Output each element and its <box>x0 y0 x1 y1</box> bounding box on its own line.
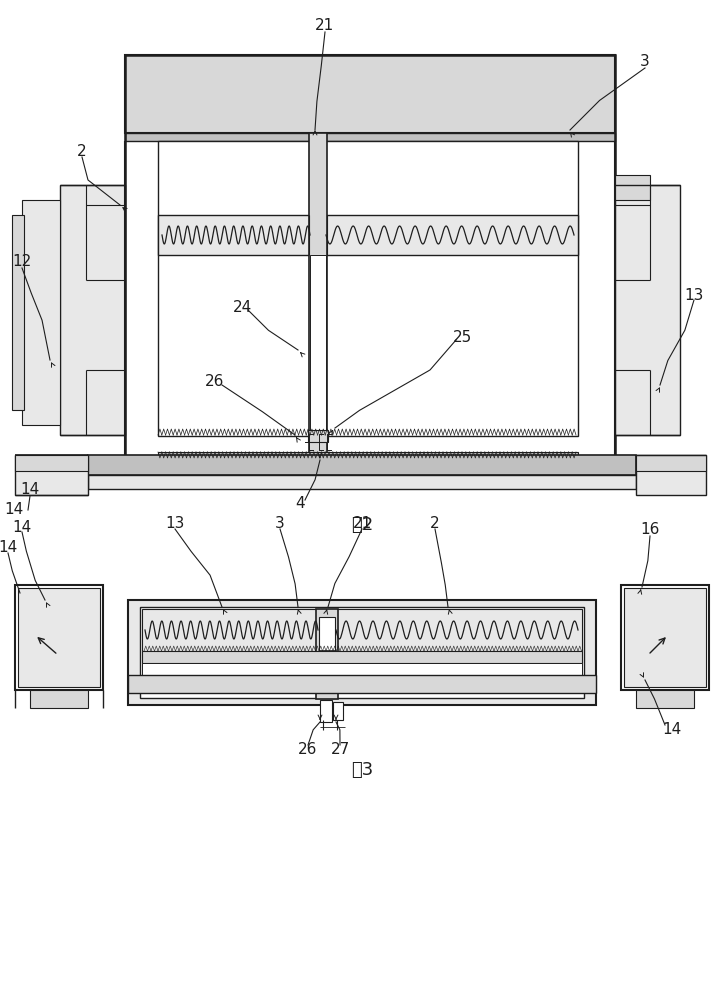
Text: 26: 26 <box>206 374 224 389</box>
Text: 14: 14 <box>0 540 17 554</box>
Bar <box>158 141 578 436</box>
Bar <box>140 607 584 698</box>
Bar <box>636 690 694 708</box>
Text: 12: 12 <box>12 254 32 269</box>
Text: 图3: 图3 <box>351 761 373 779</box>
Text: 21: 21 <box>353 516 371 530</box>
Bar <box>158 452 578 472</box>
Text: 14: 14 <box>12 520 32 534</box>
Bar <box>60 185 125 435</box>
Bar <box>333 702 343 720</box>
Bar <box>319 617 335 672</box>
Text: 21: 21 <box>316 17 334 32</box>
Bar <box>15 455 88 471</box>
Bar <box>125 55 615 485</box>
Text: 4: 4 <box>295 495 305 510</box>
Bar <box>30 690 88 708</box>
Bar <box>88 475 636 489</box>
Bar <box>321 652 333 662</box>
Bar <box>128 675 596 693</box>
Text: 13: 13 <box>165 516 185 530</box>
Text: 14: 14 <box>4 502 24 518</box>
Text: 14: 14 <box>20 483 40 497</box>
Text: 3: 3 <box>640 54 650 70</box>
Bar <box>125 133 615 141</box>
Text: 27: 27 <box>330 742 350 758</box>
Bar <box>636 455 706 495</box>
Text: 16: 16 <box>640 522 660 538</box>
Bar <box>624 588 706 687</box>
Text: 26: 26 <box>298 742 318 758</box>
Bar <box>621 585 709 690</box>
Bar <box>158 215 578 255</box>
Bar <box>142 609 582 651</box>
Bar <box>142 663 582 678</box>
Text: 3: 3 <box>275 516 285 530</box>
Bar <box>308 430 328 442</box>
Text: 14: 14 <box>662 722 681 738</box>
Bar <box>22 200 60 425</box>
Bar <box>636 455 706 471</box>
Bar <box>309 133 327 455</box>
Text: 24: 24 <box>232 300 252 316</box>
Text: 13: 13 <box>684 288 704 302</box>
Text: 图2: 图2 <box>351 516 373 534</box>
Bar <box>316 609 338 699</box>
Text: 2: 2 <box>430 516 439 530</box>
Bar <box>12 215 24 410</box>
Text: 2: 2 <box>77 144 87 159</box>
Bar <box>310 255 326 435</box>
Bar <box>615 175 650 200</box>
Bar <box>18 588 100 687</box>
Bar <box>320 700 332 722</box>
Bar <box>125 55 615 133</box>
Text: 25: 25 <box>452 330 471 346</box>
Bar <box>128 600 596 705</box>
Bar <box>15 455 88 495</box>
Bar <box>615 185 680 435</box>
Bar <box>15 585 103 690</box>
Bar <box>142 651 582 663</box>
Bar <box>88 455 636 475</box>
